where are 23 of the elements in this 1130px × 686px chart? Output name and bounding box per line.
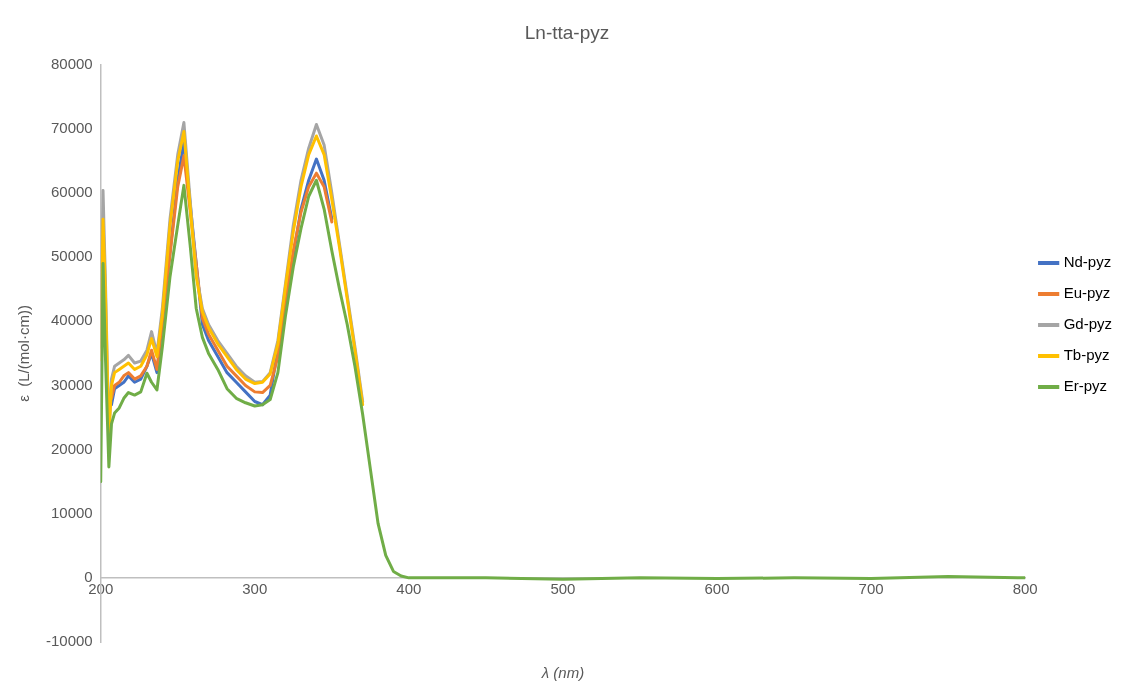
y-tick-label: -10000 (45, 632, 93, 650)
legend-label: Nd-pyz (1063, 253, 1112, 271)
y-tick-label: 50000 (50, 247, 93, 265)
y-tick-label: 30000 (50, 375, 93, 393)
x-tick-label: 800 (1012, 580, 1038, 598)
x-tick-label: 600 (704, 580, 730, 598)
y-tick-label: 80000 (50, 54, 93, 72)
y-tick-label: 40000 (50, 311, 93, 329)
y-tick-label: 20000 (50, 439, 93, 457)
legend-label: Er-pyz (1063, 377, 1107, 395)
y-tick-label: 60000 (50, 183, 93, 201)
y-tick-label: 10000 (50, 503, 93, 521)
x-tick-label: 700 (858, 580, 884, 598)
legend-label: Eu-pyz (1063, 284, 1111, 302)
legend-label: Gd-pyz (1063, 315, 1113, 333)
y-axis-title: ε (L/(mol·cm)) (15, 305, 33, 402)
x-tick-label: 400 (396, 580, 422, 598)
x-tick-label: 300 (242, 580, 268, 598)
x-axis-title: λ (nm) (540, 664, 585, 682)
chart-title: Ln-tta-pyz (524, 21, 610, 43)
x-tick-label: 500 (550, 580, 576, 598)
y-tick-label: 70000 (50, 119, 93, 137)
legend-label: Tb-pyz (1063, 346, 1110, 364)
